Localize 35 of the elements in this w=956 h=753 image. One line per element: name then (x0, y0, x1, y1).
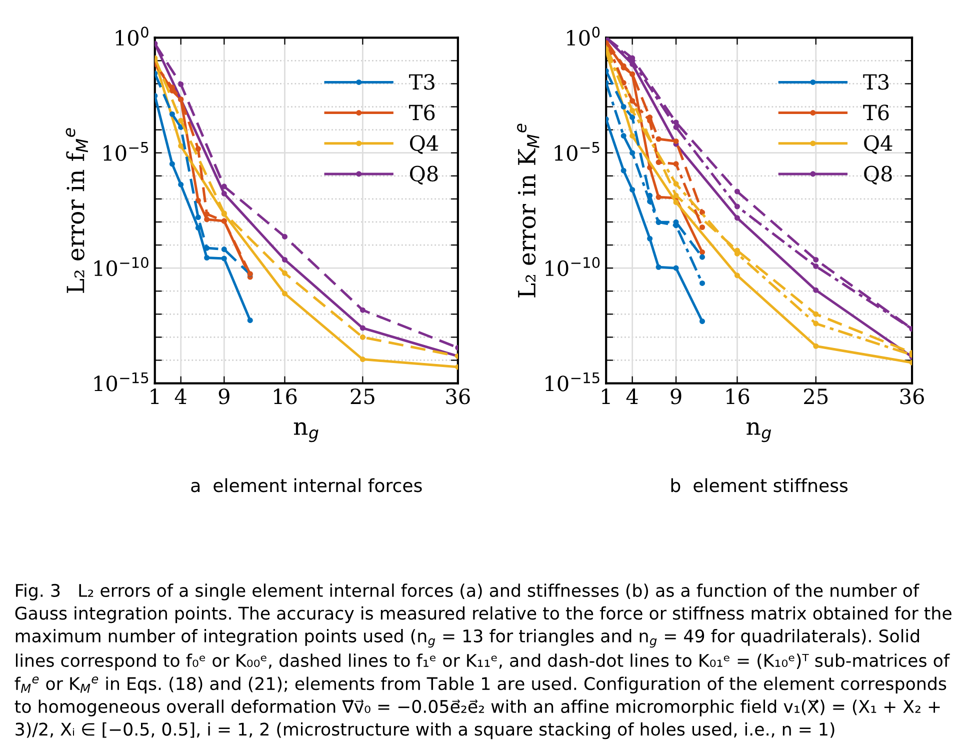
legend-label: Q8 (410, 166, 438, 185)
legend-label: T3 (863, 74, 889, 90)
x-tick-label: 1 (150, 388, 159, 404)
legend-label: Q8 (864, 166, 892, 185)
text: a element internal forces (191, 478, 422, 492)
x-tick-label: 25 (804, 388, 828, 404)
legend-label: T6 (409, 104, 435, 120)
x-tick-label: 4 (626, 388, 638, 404)
y-tick-label: 10$^{−5}$ (554, 142, 600, 161)
y-tick-label: 10$^{0}$ (567, 26, 600, 46)
text: b element stiffness (671, 478, 848, 492)
x-tick-label: 9 (670, 388, 682, 404)
y-tick-label: 10$^{−5}$ (104, 142, 148, 161)
x-tick-label: 1 (602, 388, 610, 404)
x-tick-label: 16 (274, 388, 297, 404)
legend-label: Q4 (864, 135, 892, 154)
x-tick-label: 25 (350, 388, 374, 404)
x-tick-label: 16 (726, 388, 750, 404)
legend-label: Q4 (410, 135, 438, 154)
x-tick-label: 4 (174, 388, 186, 404)
y-tick-label: 10$^{−15}$ (94, 372, 148, 392)
y-tick-label: 10$^{−10}$ (94, 257, 148, 276)
x-axis-title: n$_{g}$ (746, 422, 772, 442)
y-axis-title: L₂ error in f$_{M}$$^{e}$ (66, 128, 88, 293)
x-tick-label: 36 (446, 388, 470, 404)
y-tick-label: 10$^{−15}$ (546, 372, 600, 392)
legend-label: T3 (409, 74, 434, 90)
y-axis-title: L₂ error in K$_{M}$$^{e}$ (517, 124, 540, 298)
text: Fig. 3 L₂ errors of a single element internal forces (a) and stiffnesses (b) as a function of the number of Gauss integration points. The accuracy is measured relative to the force or stiffness matrix obtained for the maximum number of integration points used (n$_{g}$ = 13 for triangles and n$_{g}$ = 49 for quadrilaterals). Solid lines correspond to f₀ᵉ or K₀₀ᵉ, dashed lines to f₁ᵉ or K₁₁ᵉ, and dash-dot lines to K₀₁ᵉ = (K₁₀ᵉ)ᵀ sub-matrices of f$_{M}$$^{e}$ or K$_{M}$$^{e}$ in Eqs. (18) and (21); elements from Table 1 are used. Configuration of the element corresponds to homogeneous overall deformation ∇⃗v⃗₀ = −0.05e⃗₂e⃗₂ with an affine micromorphic field v₁(X⃗) = (X₁ + X₂ + 3)/2, Xᵢ ∈ [−0.5, 0.5], i = 1, 2 (microstructure with a square stacking of holes used, i.e., n = 1) (14, 584, 952, 740)
x-axis-title: n$_{g}$ (294, 422, 318, 442)
y-tick-label: 10$^{−10}$ (546, 257, 600, 276)
legend-label: T6 (863, 104, 889, 120)
x-tick-label: 36 (900, 388, 924, 404)
x-tick-label: 9 (218, 388, 230, 404)
y-tick-label: 10$^{0}$ (116, 26, 148, 46)
